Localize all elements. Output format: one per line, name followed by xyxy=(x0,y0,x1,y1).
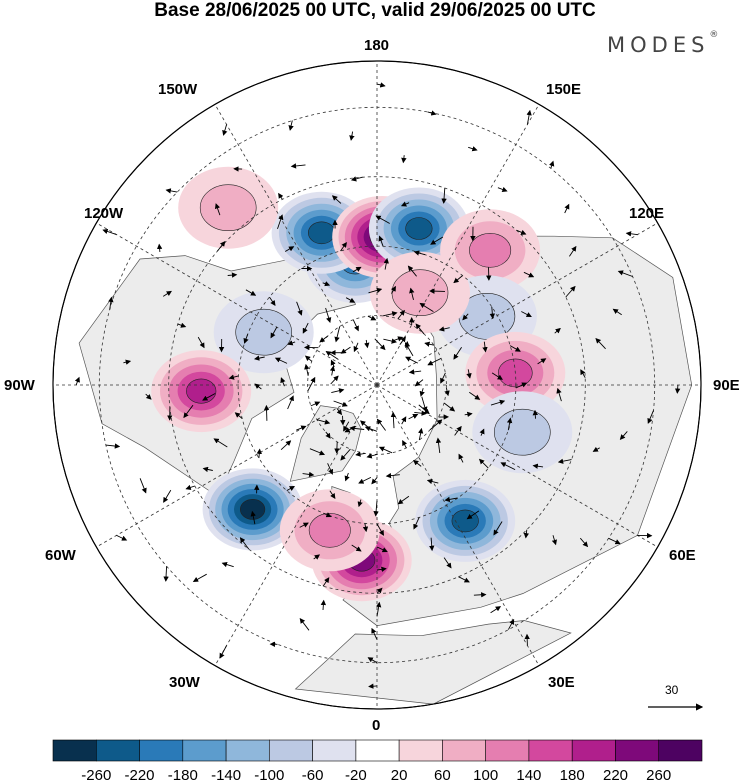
colorbar-tick-label: 20 xyxy=(391,767,408,784)
label-120w: 120W xyxy=(84,205,123,222)
colorbar-tick-label: -140 xyxy=(211,767,241,784)
colorbar-tick-label: -60 xyxy=(302,767,324,784)
colorbar-tick-label: -260 xyxy=(81,767,111,784)
anomaly-contour xyxy=(309,513,350,547)
label-30w: 30W xyxy=(169,674,200,691)
anomaly-contour xyxy=(308,222,335,244)
label-120e: 120E xyxy=(629,205,664,222)
anomaly-contour xyxy=(392,270,448,316)
label-180: 180 xyxy=(364,37,389,54)
colorbar-swatch xyxy=(313,740,356,761)
anomaly-contour xyxy=(240,499,265,519)
colorbar-tick-label: 220 xyxy=(603,767,628,784)
anomaly-contour xyxy=(236,309,292,355)
wind-vector xyxy=(266,406,267,421)
label-150w: 150W xyxy=(158,81,197,98)
colorbar-tick-label: 140 xyxy=(516,767,541,784)
colorbar-swatch xyxy=(269,740,312,761)
anomaly-contour xyxy=(200,185,256,231)
label-90w: 90W xyxy=(4,377,35,394)
colorbar-swatch xyxy=(442,740,485,761)
colorbar-swatch xyxy=(53,740,96,761)
colorbar-tick-label: 180 xyxy=(560,767,585,784)
colorbar-tick-label: 100 xyxy=(473,767,498,784)
colorbar-swatch xyxy=(226,740,269,761)
label-90e: 90E xyxy=(713,377,740,394)
anomaly-contour xyxy=(494,409,550,455)
colorbar-swatch xyxy=(529,740,572,761)
label-60e: 60E xyxy=(669,547,696,564)
anomaly-contour xyxy=(469,233,510,267)
label-30e: 30E xyxy=(548,674,575,691)
colorbar-swatch xyxy=(572,740,615,761)
label-60w: 60W xyxy=(45,547,76,564)
wind-vector xyxy=(337,442,338,453)
anomaly-contour xyxy=(406,218,433,240)
colorbar-swatch xyxy=(659,740,702,761)
label-150e: 150E xyxy=(546,81,581,98)
colorbar-tick-label: -220 xyxy=(124,767,154,784)
wind-vector xyxy=(677,385,678,393)
colorbar-swatch xyxy=(140,740,183,761)
colorbar-tick-label: -100 xyxy=(254,767,284,784)
colorbar-tick-label: -20 xyxy=(345,767,367,784)
colorbar-tick-label: 260 xyxy=(646,767,671,784)
colorbar-swatch xyxy=(356,740,399,761)
colorbar-swatch xyxy=(399,740,442,761)
colorbar-tick-label: -180 xyxy=(168,767,198,784)
anomaly-contour xyxy=(186,379,216,403)
colorbar-tick-label: 60 xyxy=(434,767,451,784)
label-0: 0 xyxy=(372,717,380,734)
wind-reference-label: 30 xyxy=(665,683,678,697)
wind-vector xyxy=(535,411,536,419)
colorbar xyxy=(53,740,702,761)
colorbar-swatch xyxy=(96,740,139,761)
colorbar-swatch xyxy=(486,740,529,761)
wind-vector xyxy=(343,416,344,425)
colorbar-swatch xyxy=(616,740,659,761)
colorbar-swatch xyxy=(183,740,226,761)
